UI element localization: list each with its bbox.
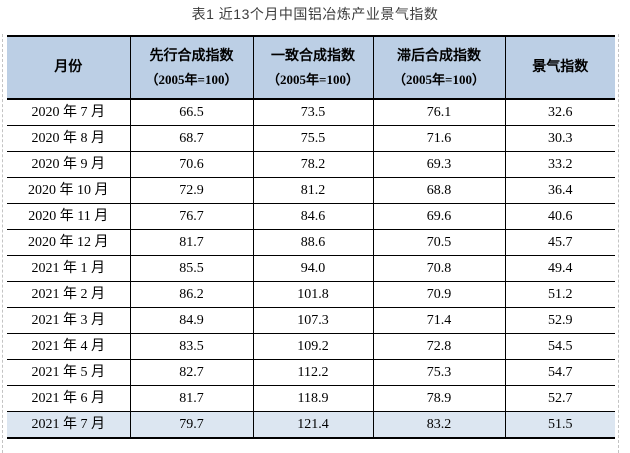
- table-row: 2020 年 10 月 72.9 81.2 68.8 36.4: [7, 177, 615, 204]
- value-cell: 40.6: [504, 203, 615, 230]
- table-row: 2020 年 7 月 66.5 73.5 76.1 32.6: [7, 98, 615, 126]
- value-cell: 51.2: [504, 281, 615, 308]
- value-cell: 52.9: [504, 307, 615, 334]
- value-cell: 49.4: [504, 255, 615, 282]
- value-cell: 118.9: [252, 385, 374, 412]
- value-cell: 68.7: [129, 125, 254, 152]
- column-label: 先行合成指数: [149, 48, 234, 64]
- text-boundary-right: [618, 34, 619, 453]
- table-row: 2020 年 12 月 81.7 88.6 70.5 45.7: [7, 229, 615, 256]
- value-cell: 71.4: [372, 307, 506, 334]
- column-sublabel: （2005年=100）: [267, 71, 359, 87]
- table-row: 2021 年 4 月 83.5 109.2 72.8 54.5: [7, 333, 615, 360]
- value-cell: 78.2: [252, 151, 374, 178]
- value-cell: 107.3: [252, 307, 374, 334]
- column-header-leading-index: 先行合成指数 （2005年=100）: [129, 35, 254, 100]
- column-label: 月份: [54, 59, 83, 75]
- value-cell: 73.5: [252, 98, 374, 126]
- value-cell: 72.9: [129, 177, 254, 204]
- value-cell: 121.4: [252, 411, 374, 439]
- value-cell: 69.6: [372, 203, 506, 230]
- value-cell: 33.2: [504, 151, 615, 178]
- table-row: 2021 年 6 月 81.7 118.9 78.9 52.7: [7, 385, 615, 412]
- column-header-coincident-index: 一致合成指数 （2005年=100）: [252, 35, 374, 100]
- value-cell: 30.3: [504, 125, 615, 152]
- header-row: 月份 先行合成指数 （2005年=100） 一致合成指数 （2005年=100）…: [7, 35, 615, 100]
- month-cell: 2020 年 9 月: [7, 151, 131, 178]
- value-cell: 68.8: [372, 177, 506, 204]
- table-row: 2020 年 9 月 70.6 78.2 69.3 33.2: [7, 151, 615, 178]
- month-cell: 2021 年 2 月: [7, 281, 131, 308]
- table-row: 2020 年 8 月 68.7 75.5 71.6 30.3: [7, 125, 615, 152]
- value-cell: 85.5: [129, 255, 254, 282]
- table-row: 2021 年 2 月 86.2 101.8 70.9 51.2: [7, 281, 615, 308]
- month-cell: 2021 年 5 月: [7, 359, 131, 386]
- column-header-lagging-index: 滞后合成指数 （2005年=100）: [372, 35, 506, 100]
- value-cell: 83.2: [372, 411, 506, 439]
- value-cell: 66.5: [129, 98, 254, 126]
- value-cell: 78.9: [372, 385, 506, 412]
- month-cell: 2021 年 6 月: [7, 385, 131, 412]
- value-cell: 82.7: [129, 359, 254, 386]
- month-cell: 2020 年 7 月: [7, 98, 131, 126]
- value-cell: 32.6: [504, 98, 615, 126]
- column-header-prosperity-index: 景气指数: [504, 35, 615, 100]
- value-cell: 76.7: [129, 203, 254, 230]
- table-row: 2021 年 5 月 82.7 112.2 75.3 54.7: [7, 359, 615, 386]
- value-cell: 70.5: [372, 229, 506, 256]
- month-cell: 2021 年 1 月: [7, 255, 131, 282]
- table-row: 2021 年 3 月 84.9 107.3 71.4 52.9: [7, 307, 615, 334]
- month-cell: 2020 年 10 月: [7, 177, 131, 204]
- prosperity-index-table: 月份 先行合成指数 （2005年=100） 一致合成指数 （2005年=100）…: [7, 35, 615, 439]
- value-cell: 72.8: [372, 333, 506, 360]
- value-cell: 109.2: [252, 333, 374, 360]
- month-cell: 2020 年 8 月: [7, 125, 131, 152]
- value-cell: 76.1: [372, 98, 506, 126]
- value-cell: 71.6: [372, 125, 506, 152]
- value-cell: 70.6: [129, 151, 254, 178]
- value-cell: 88.6: [252, 229, 374, 256]
- column-sublabel: （2005年=100）: [145, 71, 238, 87]
- value-cell: 94.0: [252, 255, 374, 282]
- value-cell: 84.6: [252, 203, 374, 230]
- table-row: 2020 年 11 月 76.7 84.6 69.6 40.6: [7, 203, 615, 230]
- value-cell: 45.7: [504, 229, 615, 256]
- value-cell: 69.3: [372, 151, 506, 178]
- value-cell: 86.2: [129, 281, 254, 308]
- column-label: 一致合成指数: [271, 48, 355, 64]
- month-cell: 2021 年 3 月: [7, 307, 131, 334]
- column-sublabel: （2005年=100）: [393, 71, 485, 87]
- value-cell: 54.7: [504, 359, 615, 386]
- value-cell: 70.9: [372, 281, 506, 308]
- value-cell: 70.8: [372, 255, 506, 282]
- value-cell: 84.9: [129, 307, 254, 334]
- value-cell: 54.5: [504, 333, 615, 360]
- month-cell: 2021 年 7 月: [7, 411, 131, 439]
- value-cell: 75.5: [252, 125, 374, 152]
- value-cell: 81.7: [129, 229, 254, 256]
- table-header: 月份 先行合成指数 （2005年=100） 一致合成指数 （2005年=100）…: [7, 35, 615, 100]
- value-cell: 51.5: [504, 411, 615, 439]
- value-cell: 52.7: [504, 385, 615, 412]
- table-body: 2020 年 7 月 66.5 73.5 76.1 32.6 2020 年 8 月 68.7…: [7, 98, 615, 439]
- text-boundary-left: [2, 34, 3, 453]
- column-header-month: 月份: [7, 35, 131, 100]
- column-label: 景气指数: [532, 59, 589, 75]
- table-row: 2021 年 7 月 79.7 121.4 83.2 51.5: [7, 411, 615, 439]
- value-cell: 79.7: [129, 411, 254, 439]
- table-row: 2021 年 1 月 85.5 94.0 70.8 49.4: [7, 255, 615, 282]
- value-cell: 81.2: [252, 177, 374, 204]
- value-cell: 83.5: [129, 333, 254, 360]
- value-cell: 75.3: [372, 359, 506, 386]
- month-cell: 2020 年 12 月: [7, 229, 131, 256]
- value-cell: 36.4: [504, 177, 615, 204]
- value-cell: 101.8: [252, 281, 374, 308]
- month-cell: 2021 年 4 月: [7, 333, 131, 360]
- month-cell: 2020 年 11 月: [7, 203, 131, 230]
- table-title: 表1 近13个月中国铝冶炼产业景气指数: [191, 6, 439, 22]
- value-cell: 81.7: [129, 385, 254, 412]
- value-cell: 112.2: [252, 359, 374, 386]
- column-label: 滞后合成指数: [397, 48, 481, 64]
